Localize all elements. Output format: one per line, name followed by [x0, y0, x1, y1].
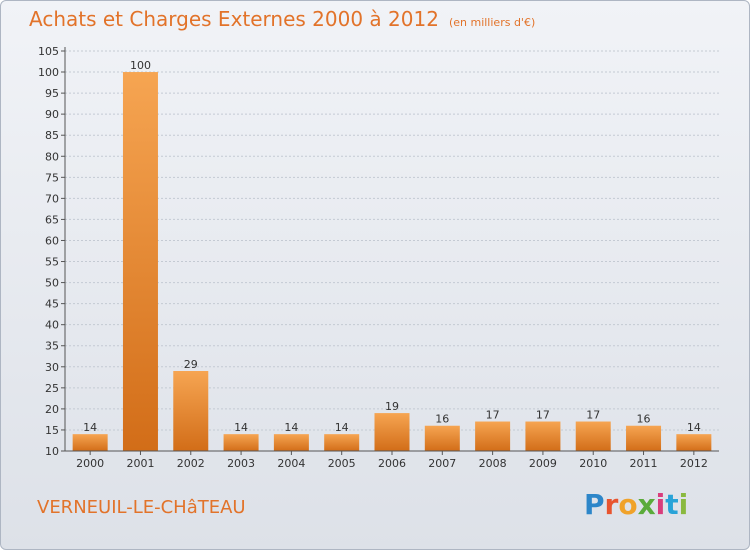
y-tick-label: 65: [45, 213, 59, 226]
x-tick-label-2006: 2006: [378, 457, 406, 470]
data-label-2011: 16: [637, 413, 651, 426]
logo-letter: i: [678, 488, 689, 521]
y-tick-label: 80: [45, 150, 59, 163]
y-tick-label: 35: [45, 340, 59, 353]
commune-name: VERNEUIL-LE-CHâTEAU: [37, 497, 246, 518]
x-tick-label-2001: 2001: [126, 457, 154, 470]
bar-2003: [223, 434, 259, 451]
x-tick-label-2000: 2000: [76, 457, 104, 470]
y-tick-label: 20: [45, 403, 59, 416]
bar-2007: [424, 425, 460, 451]
data-label-2006: 19: [385, 400, 399, 413]
data-label-2003: 14: [234, 421, 248, 434]
bar-2009: [525, 421, 561, 451]
x-tick-label-2011: 2011: [630, 457, 658, 470]
logo-letter: r: [604, 488, 619, 521]
x-tick-label-2012: 2012: [680, 457, 708, 470]
data-label-2009: 17: [536, 409, 550, 422]
y-tick-label: 55: [45, 256, 59, 269]
x-tick-label-2009: 2009: [529, 457, 557, 470]
data-label-2005: 14: [335, 421, 349, 434]
logo-letter: x: [637, 488, 656, 521]
chart-title-text: Achats et Charges Externes 2000 à 2012: [29, 7, 439, 31]
x-tick-label-2003: 2003: [227, 457, 255, 470]
data-label-2012: 14: [687, 421, 701, 434]
bar-2011: [626, 425, 662, 451]
chart-title: Achats et Charges Externes 2000 à 2012 (e…: [29, 7, 535, 31]
data-label-2002: 29: [184, 358, 198, 371]
x-tick-label-2007: 2007: [428, 457, 456, 470]
bar-2010: [575, 421, 611, 451]
bar-2006: [374, 413, 410, 451]
y-tick-label: 15: [45, 424, 59, 437]
x-tick-label-2010: 2010: [579, 457, 607, 470]
y-tick-label: 85: [45, 129, 59, 142]
y-tick-label: 70: [45, 192, 59, 205]
bar-2012: [676, 434, 712, 451]
data-label-2007: 16: [435, 413, 449, 426]
y-axis-ticks: 10 15 20 25 30 35 40 45 50 55 60 65 70 75 80 85 90 95 100 1…: [38, 45, 65, 458]
x-tick-label-2008: 2008: [479, 457, 507, 470]
bar-2000: [72, 434, 108, 451]
x-axis-ticks: 2000 2001 2002 2003 2004 2005 2006 2007 2008 2009…: [76, 451, 708, 470]
y-tick-label: 75: [45, 171, 59, 184]
logo-letter: t: [665, 488, 679, 521]
data-label-2000: 14: [83, 421, 97, 434]
data-label-2001: 100: [130, 59, 151, 72]
data-labels: 14 100 29 14 14 14 19 16 17 17 17 16 14: [83, 59, 701, 434]
bar-2008: [475, 421, 511, 451]
bar-2005: [324, 434, 360, 451]
y-tick-label: 25: [45, 382, 59, 395]
data-label-2010: 17: [586, 409, 600, 422]
bar-2002: [173, 371, 209, 451]
y-tick-label: 60: [45, 234, 59, 247]
logo-letter: i: [655, 488, 666, 521]
data-label-2008: 17: [486, 409, 500, 422]
y-tick-label: 45: [45, 298, 59, 311]
bar-2004: [273, 434, 309, 451]
y-tick-label: 40: [45, 319, 59, 332]
bar-2001: [122, 72, 158, 451]
y-tick-label: 90: [45, 108, 59, 121]
grid-lines: [65, 50, 719, 452]
y-tick-label: 105: [38, 45, 59, 58]
data-label-2004: 14: [284, 421, 298, 434]
y-tick-label: 50: [45, 277, 59, 290]
x-tick-label-2005: 2005: [328, 457, 356, 470]
proxiti-logo: Proxiti: [584, 488, 688, 521]
y-tick-label: 30: [45, 361, 59, 374]
bars: [72, 72, 712, 451]
y-tick-label: 100: [38, 66, 59, 79]
logo-letter: P: [584, 488, 605, 521]
y-tick-label: 10: [45, 445, 59, 458]
x-tick-label-2004: 2004: [277, 457, 305, 470]
x-tick-label-2002: 2002: [177, 457, 205, 470]
logo-letter: o: [618, 488, 638, 521]
chart-unit-label: (en milliers d'€): [448, 16, 536, 29]
y-tick-label: 95: [45, 87, 59, 100]
